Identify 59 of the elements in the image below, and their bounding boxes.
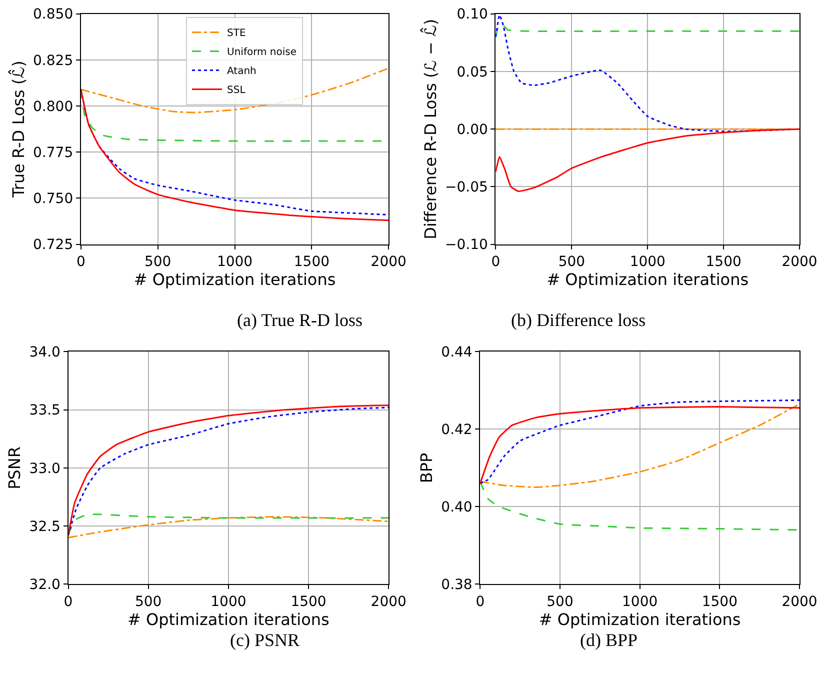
y-tick-label: 0.05 — [456, 64, 488, 80]
y-tick-label: 32.5 — [29, 518, 60, 535]
legend-label: Uniform noise — [227, 47, 297, 58]
x-axis-title: # Optimization iterations — [128, 610, 330, 629]
text: (a) True R-D loss — [237, 310, 363, 330]
x-tick-label: 2000 — [782, 594, 818, 610]
y-axis-title: True R-D Loss (ℒ̂) — [8, 60, 28, 199]
y-tick-label: 34.0 — [29, 344, 60, 361]
x-tick-label: 500 — [546, 594, 574, 610]
x-tick-label: 1000 — [210, 594, 246, 610]
y-tick-label: 0.42 — [441, 422, 472, 438]
x-tick-label: 500 — [144, 254, 172, 270]
x-tick-label: 500 — [558, 254, 586, 270]
y-tick-label: 0.800 — [33, 98, 74, 115]
y-tick-label: −0.05 — [445, 180, 488, 196]
y-axis-title: BPP — [417, 452, 436, 484]
x-tick-label: 500 — [134, 594, 162, 610]
y-tick-label: −0.10 — [445, 237, 488, 254]
y-axis-title: PSNR — [5, 446, 24, 490]
y-tick-label: 0.725 — [33, 237, 74, 254]
x-tick-label: 0 — [64, 594, 73, 610]
y-tick-label: 33.5 — [29, 402, 60, 419]
x-axis-title: # Optimization iterations — [134, 270, 336, 290]
legend-label: Atanh — [227, 66, 256, 78]
x-axis-title: # Optimization iterations — [546, 270, 749, 290]
x-tick-label: 1500 — [290, 594, 326, 610]
x-tick-label: 1500 — [294, 254, 330, 270]
y-tick-label: 0.00 — [456, 122, 488, 138]
x-tick-label: 2000 — [782, 254, 818, 270]
y-tick-label: 0.10 — [456, 6, 488, 23]
y-tick-label: 0.825 — [33, 52, 74, 69]
x-tick-label: 0 — [76, 254, 86, 270]
y-tick-label: 32.0 — [29, 577, 60, 594]
line-series — [496, 128, 800, 192]
x-tick-label: 1000 — [622, 594, 658, 610]
line-series — [80, 67, 389, 114]
x-tick-label: 1000 — [216, 254, 253, 270]
text: (c) PSNR — [230, 630, 300, 650]
y-tick-label: 0.850 — [33, 6, 74, 23]
x-tick-label: 1500 — [702, 594, 738, 610]
legend-label: STE — [227, 28, 246, 40]
x-tick-label: 0 — [476, 594, 485, 610]
y-tick-label: 33.0 — [29, 460, 60, 477]
y-tick-label: 0.38 — [441, 577, 472, 594]
y-tick-label: 0.40 — [441, 500, 472, 516]
x-tick-label: 0 — [491, 254, 500, 270]
legend-label: SSL — [227, 85, 246, 96]
y-axis-title: Difference R-D Loss (ℒ − ℒ̂) — [420, 18, 440, 240]
x-tick-label: 1500 — [706, 254, 742, 270]
x-tick-label: 2000 — [370, 254, 406, 270]
y-tick-label: 0.44 — [441, 344, 472, 361]
x-axis-title: # Optimization iterations — [538, 610, 741, 629]
x-tick-label: 1000 — [630, 254, 666, 270]
x-tick-label: 2000 — [370, 594, 406, 610]
y-tick-label: 0.750 — [33, 191, 74, 208]
text: (b) Difference loss — [511, 310, 646, 330]
y-tick-label: 0.775 — [33, 145, 74, 162]
text: (d) BPP — [580, 630, 638, 650]
line-series — [496, 23, 800, 38]
